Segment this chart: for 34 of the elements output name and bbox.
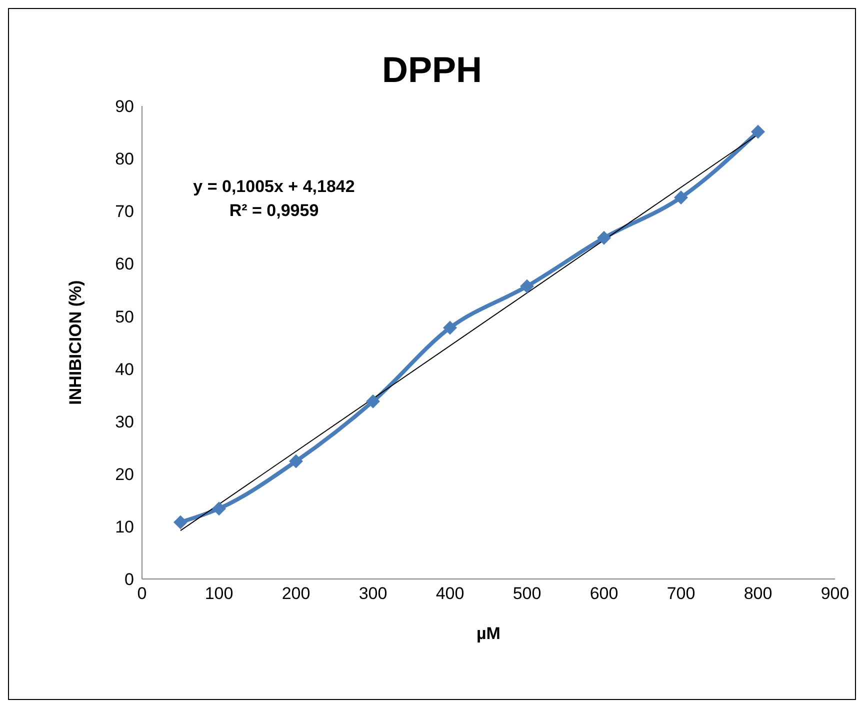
chart-title: DPPH (380, 49, 484, 91)
y-tick-label: 90 (115, 97, 134, 116)
y-tick-label: 0 (124, 570, 134, 590)
point (174, 515, 188, 530)
x-tick-label: 100 (204, 584, 234, 604)
y-tick-label: 50 (115, 307, 134, 326)
x-tick-label: 300 (358, 584, 388, 604)
y-tick-label: 70 (115, 202, 134, 222)
point (520, 279, 534, 294)
point (289, 454, 303, 468)
y-tick-label: 40 (115, 360, 134, 379)
y-tick-label: 10 (115, 517, 134, 536)
point (751, 124, 765, 139)
x-tick-label: 0 (137, 584, 147, 604)
point (443, 320, 457, 335)
annotation: y = 0,1005x + 4,1842 (192, 176, 356, 198)
x-tick-label: 200 (282, 584, 310, 604)
y-tick-label: 80 (115, 150, 134, 169)
y-tick-label: 20 (115, 464, 134, 484)
point (366, 394, 380, 408)
x-tick-label: 500 (512, 584, 542, 604)
x-axis-title: µM (476, 624, 500, 643)
x-tick-label: 700 (666, 584, 696, 604)
annotation: R² = 0,9959 (228, 200, 320, 222)
y-tick-label: 60 (115, 254, 134, 274)
point (597, 230, 611, 245)
y-tick-label: 30 (115, 412, 134, 432)
point (674, 190, 688, 204)
x-tick-label: 600 (590, 584, 618, 604)
x-tick-label: 900 (820, 584, 850, 604)
x-tick-label: 800 (744, 584, 772, 604)
x-tick-label: 400 (436, 584, 464, 604)
point (212, 502, 226, 516)
y-axis-title: INHIBICION (%) (66, 280, 86, 405)
